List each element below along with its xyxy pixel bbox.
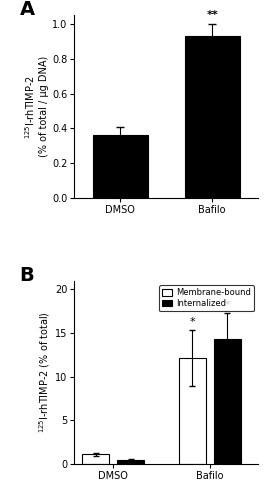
Text: *: * bbox=[189, 317, 195, 327]
Text: *: * bbox=[224, 300, 230, 310]
Text: **: ** bbox=[206, 10, 218, 20]
Bar bbox=[214, 339, 241, 464]
Bar bbox=[117, 460, 144, 464]
Text: B: B bbox=[19, 266, 34, 285]
Bar bbox=[185, 36, 240, 198]
Y-axis label: $^{125}$I-rhTIMP-2
(% of total / μg DNA): $^{125}$I-rhTIMP-2 (% of total / μg DNA) bbox=[23, 56, 49, 157]
Bar bbox=[93, 135, 148, 198]
Legend: Membrane-bound, Internalized: Membrane-bound, Internalized bbox=[159, 285, 254, 311]
Y-axis label: $^{125}$I-rhTIMP-2 (% of total): $^{125}$I-rhTIMP-2 (% of total) bbox=[38, 311, 52, 433]
Bar bbox=[179, 358, 206, 464]
Text: A: A bbox=[19, 0, 35, 19]
Bar bbox=[82, 455, 109, 464]
